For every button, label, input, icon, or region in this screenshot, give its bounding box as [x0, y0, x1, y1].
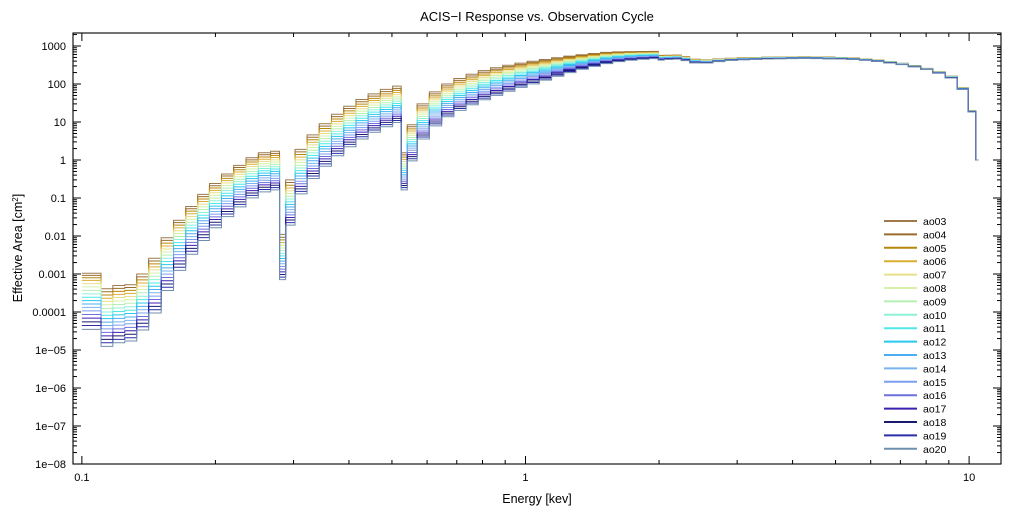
- y-axis-title: Effective Area [cm2]: [11, 194, 26, 302]
- legend-label-ao11: ao11: [923, 323, 946, 335]
- y-tick-label: 100: [48, 79, 66, 91]
- legend-label-ao17: ao17: [923, 404, 947, 416]
- y-tick-label: 0.0001: [32, 307, 66, 319]
- legend-label-ao08: ao08: [923, 283, 947, 295]
- legend-label-ao12: ao12: [923, 337, 947, 349]
- y-tick-label: 1: [60, 155, 66, 167]
- y-tick-label: 1e−07: [35, 421, 66, 433]
- tick-layer: [73, 33, 1001, 465]
- axis-frame: [72, 32, 1002, 465]
- legend-label-ao20: ao20: [923, 444, 947, 456]
- legend-label-ao19: ao19: [923, 430, 947, 442]
- series-curve-ao20: [81, 58, 979, 347]
- y-tick-label: 1e−06: [35, 383, 66, 395]
- y-tick-label: 1000: [42, 41, 66, 53]
- legend-label-ao05: ao05: [923, 243, 947, 255]
- legend-label-ao18: ao18: [923, 417, 947, 429]
- axis-frame-layer: [72, 32, 1002, 465]
- legend-label-ao03: ao03: [923, 216, 947, 228]
- plot-title: ACIS−I Response vs. Observation Cycle: [420, 9, 654, 24]
- x-tick-label: 0.1: [74, 472, 89, 484]
- legend-label-ao10: ao10: [923, 310, 947, 322]
- y-tick-label: 0.01: [45, 231, 66, 243]
- legend-label-ao16: ao16: [923, 390, 947, 402]
- y-tick-label: 1e−05: [35, 345, 66, 357]
- legend-label-ao07: ao07: [923, 270, 947, 282]
- legend-label-ao14: ao14: [923, 363, 947, 375]
- y-tick-label: 1e−08: [35, 459, 66, 471]
- curve-layer: [81, 50, 979, 347]
- y-tick-label: 0.1: [51, 193, 66, 205]
- legend-label-ao09: ao09: [923, 296, 947, 308]
- legend-label-ao04: ao04: [923, 229, 947, 241]
- tick-label-layer: 0.1 1 10 1000 100 10 1 0.1 0.01 0.001 0.0001 1e−05 1…: [32, 41, 975, 484]
- y-tick-label: 0.001: [38, 269, 66, 281]
- x-tick-label: 1: [522, 472, 528, 484]
- x-tick-label: 10: [963, 472, 975, 484]
- legend-label-ao06: ao06: [923, 256, 947, 268]
- x-axis-title: Energy [kev]: [502, 492, 571, 506]
- y-tick-label: 10: [54, 117, 66, 129]
- legend-label-ao15: ao15: [923, 377, 947, 389]
- legend-label-ao13: ao13: [923, 350, 947, 362]
